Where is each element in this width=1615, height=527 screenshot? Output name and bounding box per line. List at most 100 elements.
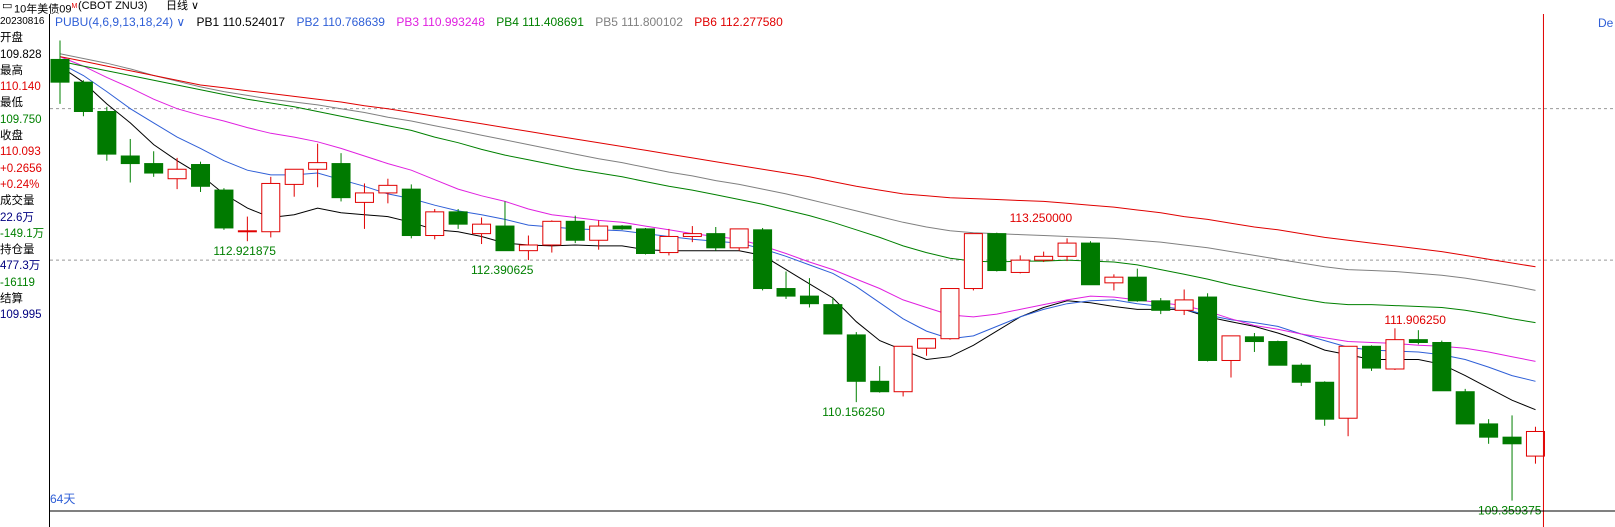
candle-44[interactable] (1080, 241, 1100, 286)
candle-55[interactable] (1338, 345, 1358, 437)
symbol-code: (CBOT ZNU3) (78, 0, 148, 12)
high-value: 110.140 (0, 81, 41, 94)
candle-41[interactable] (1010, 255, 1030, 274)
candle-54[interactable] (1315, 381, 1335, 426)
candle-15[interactable] (401, 184, 421, 239)
candle-60[interactable] (1455, 388, 1475, 425)
candle-33[interactable] (823, 298, 843, 335)
price-annotations: 112.921875 112.390625 110.156250 113.250000… (213, 211, 1541, 518)
candle-body-up (1338, 345, 1358, 419)
open-interest-label: 持仓量 (0, 244, 35, 257)
open-interest-change: -16119 (0, 276, 35, 289)
candle-1[interactable] (73, 80, 93, 117)
candle-20[interactable] (518, 235, 538, 261)
candle-body-down (612, 225, 632, 230)
candle-35[interactable] (870, 366, 890, 393)
annotation-3: 113.250000 (1010, 211, 1073, 225)
candle-63[interactable] (1525, 426, 1545, 464)
candle-4[interactable] (144, 151, 164, 177)
candle-25[interactable] (636, 227, 655, 255)
chart-window-icon[interactable]: ▭ (2, 0, 13, 12)
candle-31[interactable] (776, 271, 796, 299)
indicator-name[interactable]: PUBU(4,6,9,13,18,24) ∨ (55, 15, 185, 29)
candle-49[interactable] (1198, 293, 1218, 362)
candle-48[interactable] (1174, 289, 1194, 316)
candle-50[interactable] (1221, 335, 1241, 378)
candle-body-down (823, 304, 843, 335)
candle-62[interactable] (1502, 415, 1522, 501)
period-selector[interactable]: 日线 ∨ (166, 0, 199, 13)
candle-37[interactable] (917, 338, 937, 356)
candle-53[interactable] (1291, 363, 1311, 387)
candle-body-up (729, 228, 749, 249)
candle-57[interactable] (1385, 328, 1405, 370)
candle-45[interactable] (1104, 274, 1124, 291)
candle-16[interactable] (425, 209, 445, 240)
candle-32[interactable] (799, 278, 819, 308)
candle-9[interactable] (261, 176, 281, 238)
candle-26[interactable] (659, 228, 679, 256)
candle-36[interactable] (893, 345, 913, 397)
symbol-text: 10年美债09 (14, 3, 72, 16)
candle-52[interactable] (1268, 340, 1288, 366)
candle-0[interactable] (50, 40, 70, 104)
band-pb2 (59, 62, 1536, 382)
candle-43[interactable] (1057, 238, 1077, 262)
candle-body-down (214, 189, 234, 229)
candle-24[interactable] (612, 225, 632, 230)
chevron-down-icon: ∨ (173, 15, 186, 29)
candle-body-up (1221, 335, 1241, 361)
candlestick-chart[interactable]: 112.921875 112.390625 110.156250 113.250000… (50, 14, 1615, 527)
candle-5[interactable] (167, 157, 187, 190)
candle-47[interactable] (1151, 298, 1171, 315)
candle-body-up (542, 220, 562, 246)
candle-38[interactable] (940, 288, 960, 340)
candle-body-down (1479, 423, 1499, 438)
annotation-1: 112.390625 (471, 263, 534, 277)
candle-2[interactable] (97, 106, 117, 161)
candle-58[interactable] (1408, 330, 1428, 345)
candle-body-down (776, 288, 796, 297)
symbol-name[interactable]: 10年美债09M (14, 0, 77, 17)
candle-12[interactable] (331, 153, 351, 202)
candle-19[interactable] (495, 201, 515, 252)
band-pb3 (59, 56, 1536, 362)
candle-46[interactable] (1127, 268, 1147, 302)
candle-34[interactable] (846, 332, 866, 403)
candle-body-down (846, 334, 866, 382)
candle-30[interactable] (753, 227, 773, 291)
legend-pb2: PB2 110.768639 (296, 15, 385, 29)
candle-56[interactable] (1362, 345, 1382, 371)
candle-body-down (1080, 242, 1100, 286)
candle-22[interactable] (565, 215, 585, 244)
candle-27[interactable] (682, 226, 702, 243)
legend-pb1-value: 110.524017 (222, 15, 286, 29)
candle-51[interactable] (1244, 333, 1264, 352)
candle-6[interactable] (191, 161, 211, 192)
candle-29[interactable] (729, 228, 749, 251)
candle-14[interactable] (378, 178, 398, 204)
candle-7[interactable] (214, 188, 234, 230)
candle-body-up (167, 168, 187, 180)
candle-11[interactable] (308, 143, 328, 188)
candle-59[interactable] (1432, 340, 1452, 392)
legend-pb4: PB4 111.408691 (496, 15, 584, 29)
candle-18[interactable] (472, 217, 492, 245)
settle-value: 109.995 (0, 309, 42, 322)
candle-61[interactable] (1479, 419, 1499, 444)
candle-28[interactable] (706, 227, 726, 251)
candle-body-down (565, 220, 585, 241)
candle-3[interactable] (120, 138, 140, 183)
candles[interactable] (50, 40, 1545, 501)
candle-21[interactable] (542, 220, 562, 253)
candle-40[interactable] (987, 232, 1007, 272)
candle-39[interactable] (963, 233, 983, 291)
candle-body-down (1315, 381, 1335, 420)
candle-17[interactable] (448, 209, 468, 229)
candle-42[interactable] (1034, 251, 1054, 263)
candle-body-up (378, 184, 398, 194)
candle-13[interactable] (354, 183, 374, 229)
candle-10[interactable] (284, 168, 304, 197)
candle-23[interactable] (589, 220, 609, 250)
candle-8[interactable] (237, 216, 257, 242)
